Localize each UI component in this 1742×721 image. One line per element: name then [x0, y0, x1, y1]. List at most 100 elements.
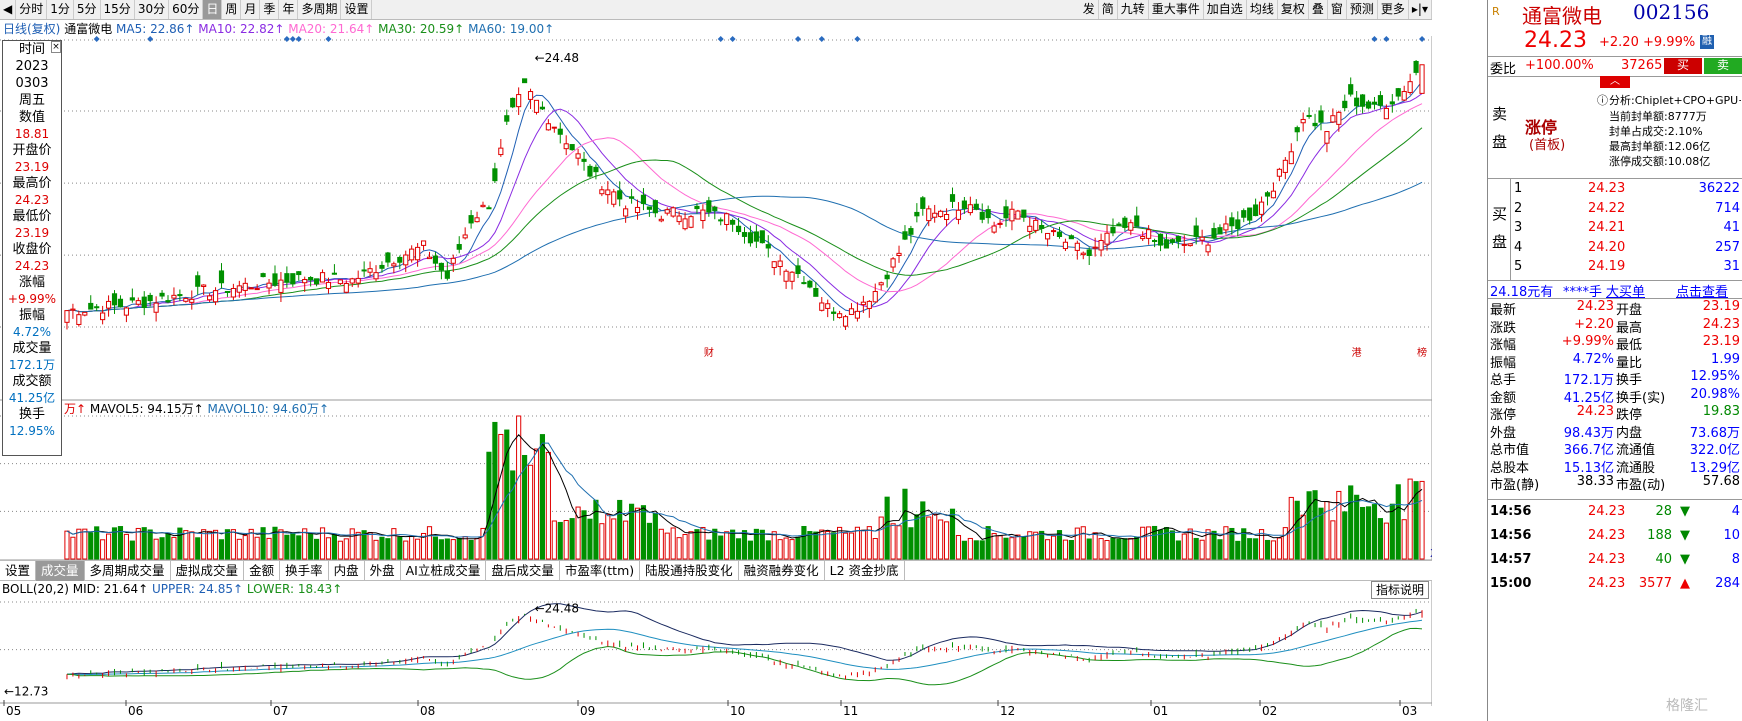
volume-bar	[605, 513, 611, 560]
candle-body	[183, 297, 189, 302]
info-value: 0303	[15, 76, 49, 91]
volume-bar	[415, 538, 421, 560]
indicator-tab-1[interactable]: 成交量	[36, 561, 85, 581]
volume-bar	[468, 539, 474, 560]
toolbar-right-item-4[interactable]: 加自选	[1204, 0, 1247, 19]
toolbar-right-item-1[interactable]: 简	[1099, 0, 1118, 19]
ma20-line	[66, 103, 1423, 313]
indicator-tab-7[interactable]: 外盘	[365, 561, 401, 581]
indicator-tab-11[interactable]: 陆股通持股变化	[640, 561, 739, 581]
period-tab-11[interactable]: 多周期	[298, 0, 342, 19]
toolbar-right-item-8[interactable]: 窗	[1328, 0, 1347, 19]
period-tab-2[interactable]: 5分	[74, 0, 101, 19]
info-icon[interactable]: ⓘ	[1597, 94, 1608, 107]
candle-body	[1175, 236, 1181, 242]
candle-body	[504, 115, 510, 122]
indicator-tab-6[interactable]: 内盘	[329, 561, 365, 581]
toolbar-right-item-10[interactable]: 更多	[1378, 0, 1409, 19]
bigbuy-label[interactable]: 大买单	[1606, 285, 1646, 300]
toolbar-right-item-3[interactable]: 重大事件	[1149, 0, 1204, 19]
candle-body	[551, 126, 557, 129]
period-tab-8[interactable]: 月	[241, 0, 261, 19]
volume-bar	[1193, 537, 1199, 560]
volume-bar	[105, 533, 112, 560]
candle-body	[254, 288, 260, 291]
period-tab-12[interactable]: 设置	[341, 0, 373, 19]
toolbar-right-item-9[interactable]: 预测	[1347, 0, 1378, 19]
volume-bar	[201, 529, 207, 560]
tick-time: 15:00	[1490, 576, 1532, 591]
candle-body	[617, 190, 623, 200]
info-box-close-icon[interactable]: ×	[51, 41, 61, 53]
volume-bar	[349, 528, 355, 560]
volume-bar	[676, 537, 682, 560]
candle-body	[795, 265, 801, 275]
bigbuy-link[interactable]: 点击查看	[1676, 285, 1729, 300]
sell-button[interactable]: 卖	[1704, 58, 1742, 74]
volume-bar	[581, 510, 587, 560]
indicator-tab-9[interactable]: 盘后成交量	[486, 561, 560, 581]
limit-up-label: 涨停	[1525, 118, 1558, 137]
period-tab-1[interactable]: 1分	[47, 0, 74, 19]
candle-body	[1134, 215, 1140, 227]
toolbar-end-icon[interactable]: ▸|▾	[1409, 0, 1432, 19]
tick-count: 284	[1715, 576, 1740, 591]
candle-body	[266, 282, 272, 289]
candle-body	[290, 273, 296, 285]
mavol10-line	[66, 442, 1423, 538]
toolbar-right-item-6[interactable]: 复权	[1278, 0, 1309, 19]
buy-button[interactable]: 买	[1664, 58, 1702, 74]
kline-chart[interactable]: 25.1322.5519.9317.3114.70←24.48财港榜283981…	[0, 36, 1432, 706]
volume-bar	[575, 506, 581, 560]
candle-body	[409, 248, 415, 261]
indicator-tab-8[interactable]: AI立桩成交量	[401, 561, 487, 581]
volume-bar	[1330, 520, 1336, 560]
candle-body	[403, 254, 409, 266]
indicator-tab-5[interactable]: 换手率	[280, 561, 329, 581]
candle-body	[741, 232, 748, 237]
candle-body	[1009, 208, 1015, 222]
toolbar-menu-icon[interactable]: ◀	[0, 0, 17, 19]
volume-bar	[997, 535, 1003, 560]
stat-value: 98.43万	[1563, 425, 1614, 441]
indicator-tab-2[interactable]: 多周期成交量	[85, 561, 171, 581]
volume-bar	[260, 527, 266, 560]
toolbar-right-item-7[interactable]: 叠	[1309, 0, 1328, 19]
volume-bar	[1146, 526, 1152, 560]
candle-body	[1282, 159, 1288, 173]
candle-body	[872, 291, 878, 303]
toolbar-right-item-0[interactable]: 发	[1080, 0, 1099, 19]
indicator-tab-4[interactable]: 金额	[244, 561, 281, 581]
candle-body	[159, 292, 165, 297]
volume-bar	[314, 538, 320, 560]
indicator-help-button[interactable]: 指标说明	[1371, 581, 1429, 599]
candle-body	[563, 143, 569, 150]
period-tab-10[interactable]: 年	[279, 0, 299, 19]
indicator-tab-12[interactable]: 融资融券变化	[739, 561, 825, 581]
limit-up-line: 封单占成交:2.10%	[1609, 125, 1703, 138]
indicator-tab-0[interactable]: 设置	[0, 561, 37, 581]
indicator-tab-3[interactable]: 虚拟成交量	[171, 561, 245, 581]
candle-body	[1217, 227, 1223, 235]
toolbar-right-item-2[interactable]: 九转	[1118, 0, 1149, 19]
period-tab-6[interactable]: 日	[203, 0, 223, 19]
period-tab-0[interactable]: 分时	[16, 0, 48, 19]
volume-bar	[1062, 539, 1069, 560]
candle-body	[581, 158, 587, 162]
volume-bar	[765, 540, 771, 560]
period-tab-7[interactable]: 周	[222, 0, 242, 19]
volume-bar	[551, 520, 557, 560]
period-tab-4[interactable]: 30分	[135, 0, 170, 19]
candle-body	[212, 290, 219, 303]
volume-bar	[147, 529, 153, 560]
indicator-tab-13[interactable]: L2 资金抄底	[825, 561, 905, 581]
volume-bar	[759, 529, 765, 560]
volume-bar	[860, 529, 866, 560]
indicator-tab-10[interactable]: 市盈率(ttm)	[560, 561, 641, 581]
toolbar-right-item-5[interactable]: 均线	[1247, 0, 1278, 19]
period-tab-5[interactable]: 60分	[169, 0, 204, 19]
period-tab-3[interactable]: 15分	[101, 0, 135, 19]
period-tab-9[interactable]: 季	[260, 0, 280, 19]
period-toolbar: ◀ 分时 1分 5分 15分 30分 60分日周月季年多周期 设置 发简九转 重大事件 加自选 均线…	[0, 0, 1432, 20]
collapse-icon[interactable]: ︿	[1600, 76, 1630, 88]
